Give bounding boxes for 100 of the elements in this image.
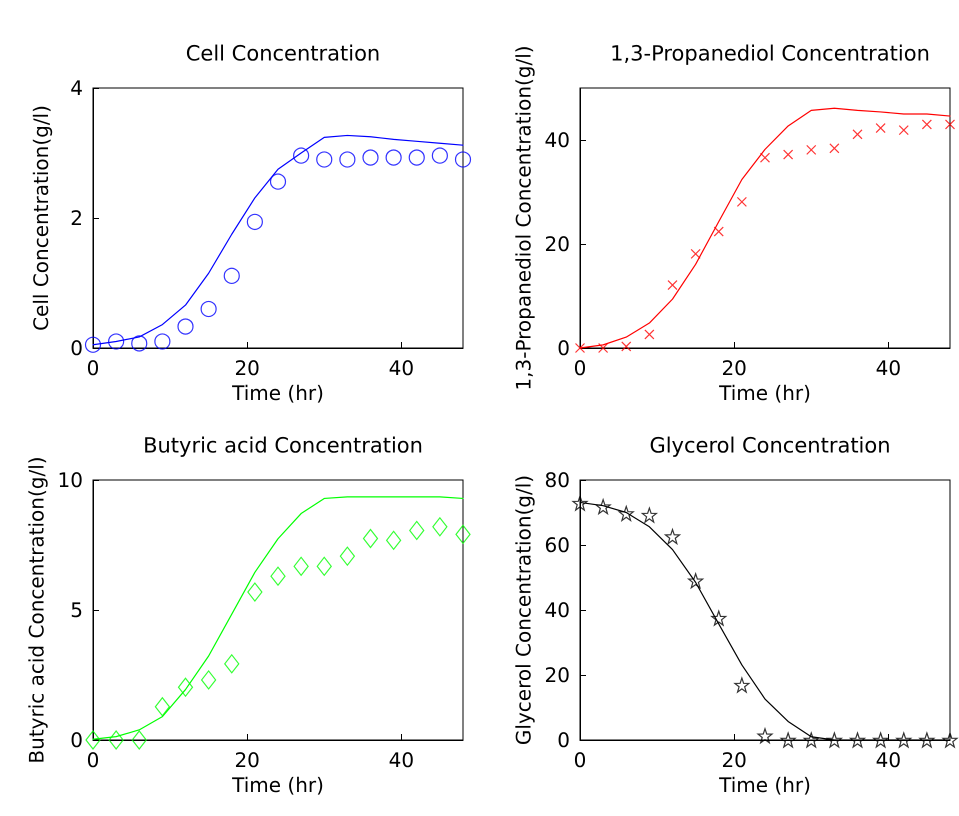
point	[621, 341, 632, 352]
point	[734, 677, 750, 693]
point	[362, 528, 378, 548]
point	[922, 119, 932, 130]
x-tick-label: 0	[86, 748, 100, 772]
point	[454, 151, 472, 168]
y-axis-title: Glycerol Concentration(g/l)	[512, 474, 536, 746]
point	[667, 280, 678, 290]
point	[642, 508, 657, 523]
point	[690, 248, 701, 259]
y-tick-label: 20	[544, 663, 570, 687]
x-tick-label: 40	[388, 748, 414, 772]
point	[804, 732, 819, 748]
point	[455, 524, 471, 544]
x-axis-title: Time (hr)	[718, 773, 811, 797]
x-tick-label: 20	[721, 356, 747, 380]
point	[246, 214, 263, 230]
point	[919, 732, 934, 748]
point	[736, 196, 747, 207]
x-axis-title: Time (hr)	[718, 381, 811, 405]
point	[339, 151, 356, 168]
point	[131, 335, 148, 352]
y-tick-label: 2	[70, 206, 83, 230]
point	[85, 730, 101, 750]
point	[711, 610, 726, 626]
point	[340, 546, 355, 566]
point	[132, 730, 147, 750]
y-tick-label: 10	[58, 468, 83, 492]
point	[294, 556, 309, 576]
point	[432, 517, 448, 536]
y-tick-label: 40	[544, 128, 570, 152]
y-tick-label: 0	[70, 728, 83, 752]
chart-title: 1,3-Propanediol Concentration	[610, 42, 930, 66]
point	[386, 530, 402, 550]
point	[714, 226, 724, 237]
point	[829, 143, 840, 154]
x-tick-label: 40	[876, 748, 902, 772]
point	[896, 732, 912, 748]
point	[409, 520, 424, 540]
y-tick-label: 40	[544, 598, 570, 622]
point	[688, 573, 704, 588]
point	[362, 149, 379, 166]
chart-title: Glycerol Concentration	[649, 434, 891, 458]
x-tick-label: 40	[876, 356, 902, 380]
point	[618, 506, 634, 522]
point	[760, 152, 770, 163]
point	[293, 148, 310, 164]
point	[408, 149, 425, 166]
point	[944, 119, 956, 130]
point	[852, 129, 863, 140]
point	[224, 654, 240, 674]
y-tick-label: 20	[544, 232, 570, 256]
point	[432, 148, 448, 164]
point	[783, 149, 794, 160]
y-axis-title: 1,3-Propanediol Concentration(g/l)	[512, 45, 536, 391]
point	[596, 499, 611, 514]
point	[270, 566, 286, 586]
y-tick-label: 5	[70, 598, 83, 622]
point	[806, 144, 816, 155]
point	[201, 670, 216, 690]
point	[757, 728, 773, 744]
x-tick-label: 0	[574, 748, 586, 772]
point	[200, 300, 217, 318]
y-axis-title: Cell Concentration(g/l)	[29, 105, 53, 331]
point	[664, 528, 680, 544]
point	[850, 732, 866, 748]
y-tick-label: 80	[544, 468, 570, 492]
chart-title: Butyric acid Concentration	[143, 434, 423, 458]
y-tick-label: 0	[70, 336, 83, 360]
point	[826, 732, 842, 748]
point	[177, 318, 194, 335]
point	[154, 697, 170, 716]
chart-title: Cell Concentration	[186, 42, 380, 66]
point	[644, 329, 654, 340]
x-tick-label: 0	[86, 356, 100, 380]
point	[154, 333, 170, 350]
point	[598, 342, 608, 354]
point	[898, 125, 909, 136]
point	[224, 268, 240, 284]
x-axis-title: Time (hr)	[231, 381, 324, 405]
x-tick-label: 0	[574, 356, 586, 380]
y-tick-label: 0	[557, 336, 570, 360]
point	[572, 495, 588, 511]
x-axis-title: Time (hr)	[231, 773, 324, 797]
point	[386, 149, 402, 166]
point	[873, 732, 888, 748]
y-tick-label: 0	[557, 728, 570, 752]
point	[942, 732, 958, 748]
point	[574, 342, 586, 354]
point	[108, 730, 124, 750]
x-tick-label: 20	[234, 356, 260, 380]
y-axis-title: Butyric acid Concentration(g/l)	[24, 456, 49, 764]
point	[316, 151, 332, 168]
point	[316, 556, 332, 576]
x-tick-label: 20	[234, 748, 260, 772]
point	[178, 678, 194, 697]
point	[270, 174, 286, 190]
x-tick-label: 40	[388, 356, 414, 380]
point	[876, 122, 886, 134]
point	[247, 582, 262, 602]
